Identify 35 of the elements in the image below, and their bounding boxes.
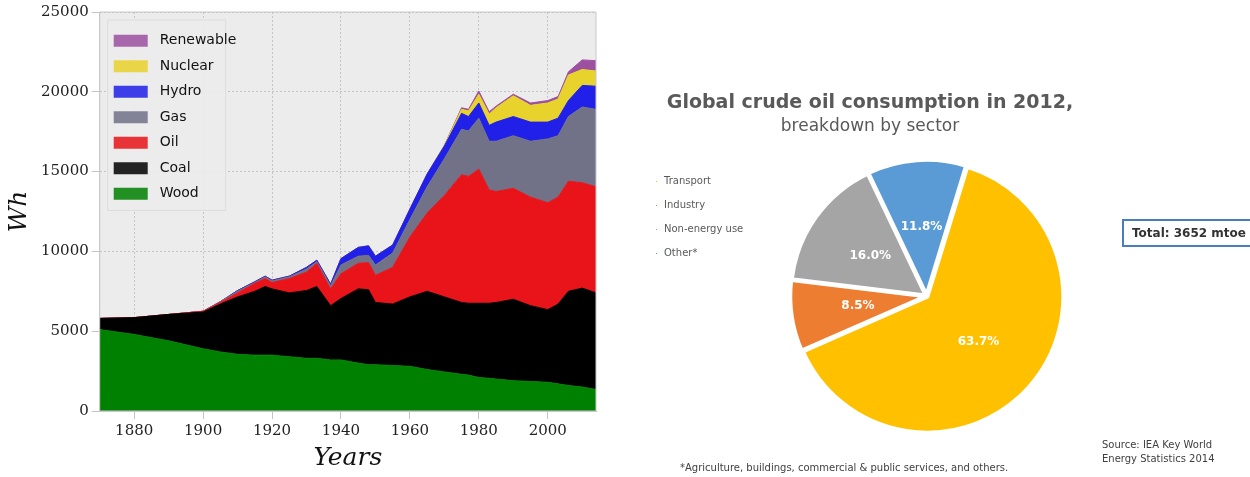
x-tick-label: 2000 [528,420,567,439]
x-tick-label: 1960 [390,420,429,439]
legend-label: Nuclear [159,56,214,73]
legend-label: Wood [159,184,199,201]
data-label: 11.8% [900,218,943,233]
chart-title: Global crude oil consumption in 2012, [666,90,1074,113]
legend-label: Non-energy use [664,223,744,235]
x-tick-label: 1880 [115,420,154,439]
legend-label: Hydro [159,82,202,99]
text: *Agriculture, buildings, commercial & public services, and others. [680,462,1009,473]
source-note: Source: IEA Key World Energy Statistics 2014 [1102,438,1216,466]
legend-label: Other* [664,247,698,259]
text: Total: 3652 mtoe [1122,219,1250,247]
y-tick-label: 25000 [41,1,89,20]
legend-label: Coal [159,158,191,175]
y-tick-label: 0 [79,400,89,419]
y-tick-label: 10000 [41,241,89,260]
legend-label: Gas [159,107,187,124]
legend-label: Transport [663,175,711,187]
y-tick-label: 5000 [50,321,89,340]
legend-label: Oil [159,133,179,150]
x-tick-label: 1900 [184,420,223,439]
data-label: 63.7% [957,334,1000,349]
data-label: 8.5% [841,298,875,313]
y-axis-title: Wh [2,190,32,233]
x-axis-title: Years [313,441,383,471]
legend-label: Industry [664,199,706,211]
x-tick-label: 1920 [252,420,292,439]
chart-subtitle: breakdown by sector [780,115,960,136]
x-tick-label: 1980 [459,420,498,439]
y-tick-label: 20000 [41,81,89,100]
legend-label: Renewable [159,31,237,48]
x-tick-label: 1940 [321,420,361,439]
y-tick-label: 15000 [41,161,89,180]
data-label: 16.0% [849,247,892,262]
